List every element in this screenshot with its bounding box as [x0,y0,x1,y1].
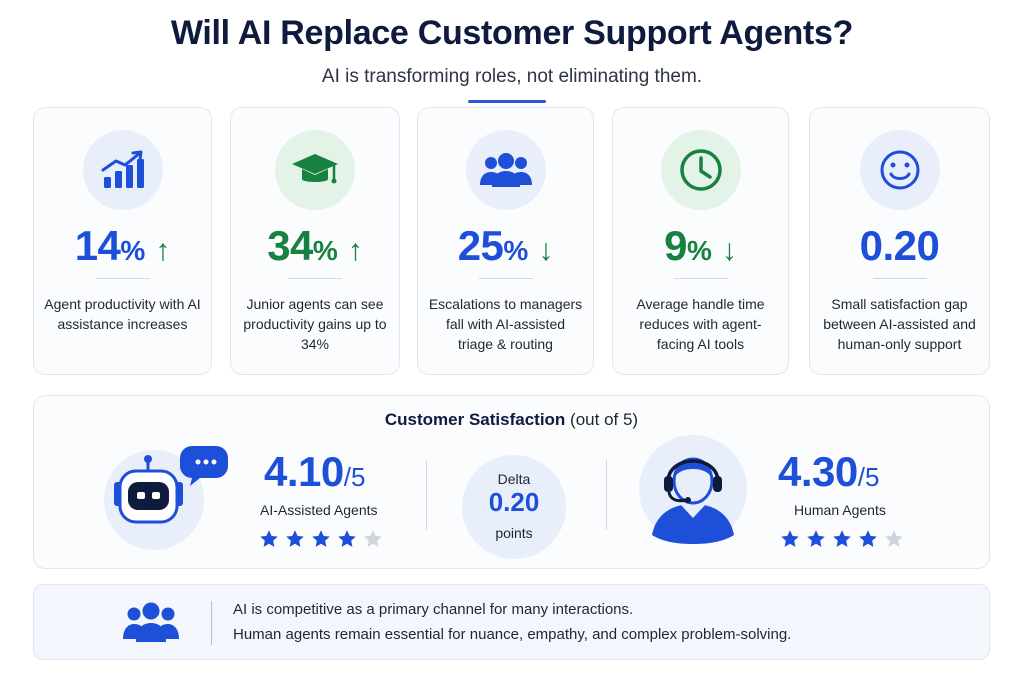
stat-description: Agent productivity with AI assistance in… [44,296,201,332]
people-group-icon [465,130,546,210]
arrow-down-icon: ↓ [721,234,737,267]
ai-star-rating [259,529,383,549]
card-divider [478,278,533,279]
arrow-up-icon: ↑ [155,234,171,267]
graduation-cap-icon [275,130,355,210]
human-score-label: Human Agents [794,502,886,518]
stat-card-escalations: 25% ↓ Escalations to managers fall with A… [417,107,594,375]
star-filled-icon [312,530,330,547]
human-star-rating [780,529,904,549]
star-filled-icon [807,530,825,547]
star-filled-icon [833,530,851,547]
robot-chat-icon [96,442,236,552]
note-line-1: AI is competitive as a primary channel f… [233,601,634,618]
delta-unit: points [495,525,533,541]
arrow-up-icon: ↑ [347,234,363,267]
headset-agent-icon [638,434,748,544]
page-subtitle: AI is transforming roles, not eliminatin… [321,66,703,87]
delta-label: Delta [497,471,531,487]
star-filled-icon [260,530,278,547]
stat-card-handle-time: 9% ↓ Average handle time reduces with age… [612,107,789,375]
people-group-icon [122,601,180,645]
stat-description: Average handle time reduces with agent-f… [636,296,765,352]
note-divider [211,601,212,645]
clock-icon [660,130,741,210]
card-divider [673,278,728,279]
stat-cards: 14% ↑ Agent productivity with AI assistan… [33,107,990,375]
card-divider [288,278,342,279]
stat-value: 9% ↓ [664,222,737,269]
stat-value: 25% ↓ [457,222,554,269]
stat-description: Junior agents can see productivity gains… [243,296,387,352]
stat-value: 14% ↑ [74,222,171,269]
star-filled-icon [781,530,799,547]
delta-value: 0.20 [488,487,540,517]
panel-divider [426,460,427,530]
panel-divider [606,460,607,530]
summary-note: AI is competitive as a primary channel f… [33,584,990,660]
stat-description: Small satisfaction gap between AI-assist… [823,296,976,352]
page-title: Will AI Replace Customer Support Agents? [170,14,854,52]
ai-score-label: AI-Assisted Agents [260,502,378,518]
stat-card-productivity: 14% ↑ Agent productivity with AI assistan… [33,107,212,375]
card-divider [95,278,150,279]
bar-chart-up-icon [82,130,163,210]
stat-description: Escalations to managers fall with AI-ass… [428,296,583,352]
delta-badge: Delta 0.20 points [462,455,566,559]
stat-card-satisfaction-gap: 0.20 Small satisfaction gap between AI-a… [809,107,990,375]
star-empty-icon [885,530,903,547]
star-filled-icon [286,530,304,547]
stat-value: 34% ↑ [267,222,363,269]
satisfaction-title: Customer Satisfaction (out of 5) [384,410,639,429]
satisfaction-panel: Customer Satisfaction (out of 5) 4.10/5 … [33,395,990,569]
smiley-face-icon [859,130,940,210]
arrow-down-icon: ↓ [538,234,554,267]
note-line-2: Human agents remain essential for nuance… [233,626,792,643]
ai-score: 4.10/5 [264,448,366,495]
card-divider [872,278,927,279]
star-empty-icon [364,530,382,547]
star-filled-icon [338,530,356,547]
stat-card-junior-agents: 34% ↑ Junior agents can see productivity … [230,107,400,375]
star-filled-icon [859,530,877,547]
human-score: 4.30/5 [778,448,880,495]
stat-value: 0.20 [859,222,940,269]
title-underline [468,100,546,103]
